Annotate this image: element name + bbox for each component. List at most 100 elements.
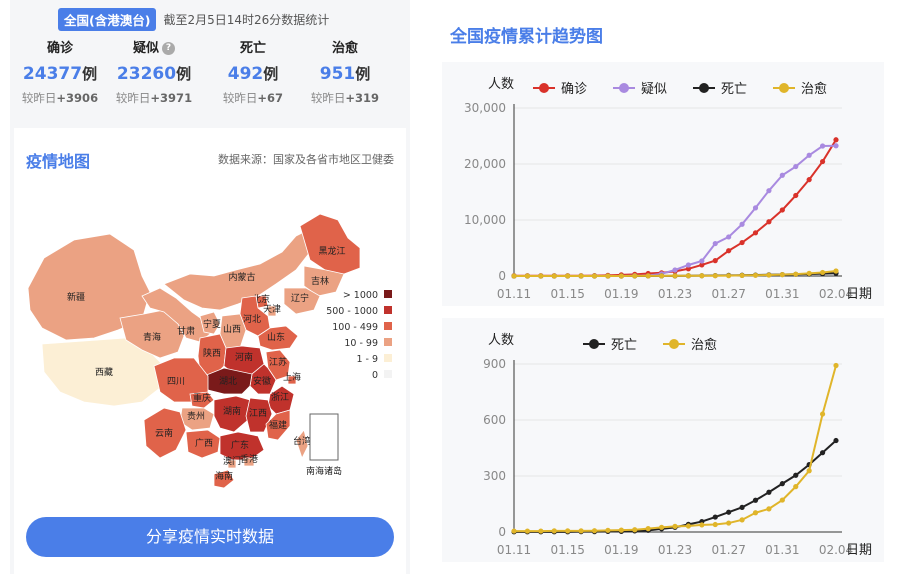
data-point[interactable]	[524, 273, 531, 279]
data-point[interactable]	[779, 272, 785, 278]
question-icon[interactable]: ?	[162, 42, 175, 55]
data-point[interactable]	[538, 273, 544, 279]
data-point[interactable]	[806, 152, 812, 158]
data-point[interactable]	[551, 528, 557, 534]
data-point[interactable]	[739, 221, 745, 227]
province-广西[interactable]	[185, 429, 221, 459]
data-point[interactable]	[793, 192, 799, 199]
data-point[interactable]	[726, 248, 732, 254]
data-point[interactable]	[806, 468, 812, 474]
data-point[interactable]	[779, 497, 785, 503]
data-point[interactable]	[632, 527, 638, 533]
data-point[interactable]	[793, 163, 799, 170]
province-湖南[interactable]	[213, 395, 251, 433]
legend-item[interactable]: 治愈	[663, 338, 717, 353]
legend-item[interactable]: 死亡	[693, 82, 747, 97]
data-point[interactable]	[591, 273, 598, 279]
data-point[interactable]	[779, 172, 785, 178]
data-point[interactable]	[793, 484, 799, 490]
data-point[interactable]	[739, 504, 745, 510]
data-point[interactable]	[739, 517, 745, 523]
data-point[interactable]	[766, 188, 772, 194]
data-point[interactable]	[645, 273, 651, 279]
data-point[interactable]	[565, 273, 571, 279]
share-button[interactable]: 分享疫情实时数据	[26, 517, 394, 557]
province-重庆[interactable]	[189, 391, 215, 409]
data-point[interactable]	[578, 273, 584, 279]
data-point[interactable]	[819, 269, 826, 276]
data-point[interactable]	[712, 521, 718, 528]
data-point[interactable]	[752, 230, 759, 236]
province-辽宁[interactable]	[283, 287, 321, 315]
data-point[interactable]	[658, 524, 665, 530]
data-point[interactable]	[632, 273, 638, 279]
province-黑龙江[interactable]	[299, 213, 361, 275]
province-吉林[interactable]	[303, 265, 345, 297]
data-point[interactable]	[793, 472, 799, 478]
province-福建[interactable]	[265, 409, 291, 441]
data-point[interactable]	[752, 205, 759, 211]
data-point[interactable]	[618, 273, 624, 279]
data-point[interactable]	[726, 520, 732, 526]
data-point[interactable]	[605, 527, 611, 533]
data-point[interactable]	[806, 177, 812, 183]
data-point[interactable]	[511, 273, 517, 279]
province-海南[interactable]	[213, 469, 235, 489]
data-point[interactable]	[658, 273, 665, 279]
data-point[interactable]	[833, 268, 839, 274]
province-山东[interactable]	[257, 325, 299, 351]
province-广东[interactable]	[219, 431, 265, 461]
data-point[interactable]	[685, 262, 692, 268]
data-point[interactable]	[712, 240, 718, 247]
data-point[interactable]	[779, 481, 785, 487]
data-point[interactable]	[712, 514, 718, 520]
data-point[interactable]	[672, 523, 678, 529]
data-point[interactable]	[591, 528, 598, 534]
legend-item[interactable]: 疑似	[613, 81, 667, 97]
province-湖北[interactable]	[203, 367, 253, 395]
province-青海[interactable]	[119, 309, 185, 359]
data-point[interactable]	[833, 437, 839, 444]
data-point[interactable]	[726, 509, 732, 515]
data-point[interactable]	[833, 143, 839, 149]
data-point[interactable]	[699, 262, 705, 268]
data-point[interactable]	[819, 450, 826, 456]
province-宁夏[interactable]	[199, 311, 221, 335]
data-point[interactable]	[578, 528, 584, 534]
province-台湾[interactable]	[295, 429, 309, 460]
legend-item[interactable]: 治愈	[773, 82, 827, 97]
data-point[interactable]	[672, 267, 678, 273]
data-point[interactable]	[766, 272, 772, 278]
data-point[interactable]	[712, 273, 718, 279]
data-point[interactable]	[752, 510, 759, 516]
data-point[interactable]	[739, 272, 745, 279]
data-point[interactable]	[752, 497, 759, 503]
province-云南[interactable]	[143, 407, 187, 459]
data-point[interactable]	[538, 528, 544, 534]
province-安徽[interactable]	[249, 363, 277, 395]
data-point[interactable]	[726, 234, 732, 240]
data-point[interactable]	[779, 207, 785, 213]
data-point[interactable]	[766, 506, 772, 512]
legend-item[interactable]: 确诊	[533, 82, 587, 97]
data-point[interactable]	[819, 158, 826, 165]
province-上海[interactable]	[287, 375, 297, 385]
data-point[interactable]	[685, 266, 692, 272]
deaths-cured-line-chart[interactable]: 人数 死亡 治愈 0 300 600 900 01.11 01.15 01.19 01.23 01.2…	[442, 318, 884, 562]
province-新疆[interactable]	[27, 233, 151, 341]
data-point[interactable]	[752, 272, 759, 278]
data-point[interactable]	[766, 219, 772, 225]
data-point[interactable]	[672, 273, 678, 279]
province-澳门[interactable]	[227, 459, 237, 469]
data-point[interactable]	[833, 137, 839, 143]
legend-item[interactable]: 死亡	[583, 338, 637, 353]
data-point[interactable]	[565, 528, 571, 534]
cumulative-line-chart[interactable]: 人数 确诊 疑似 死亡 治愈 0 10,000 20,000 30,000 01.11 01.15 0…	[442, 62, 884, 306]
data-point[interactable]	[712, 258, 718, 264]
data-point[interactable]	[685, 523, 692, 529]
data-point[interactable]	[806, 270, 812, 276]
data-point[interactable]	[766, 489, 772, 495]
region-badge[interactable]: 全国(含港澳台)	[58, 7, 157, 31]
data-point[interactable]	[605, 273, 611, 279]
